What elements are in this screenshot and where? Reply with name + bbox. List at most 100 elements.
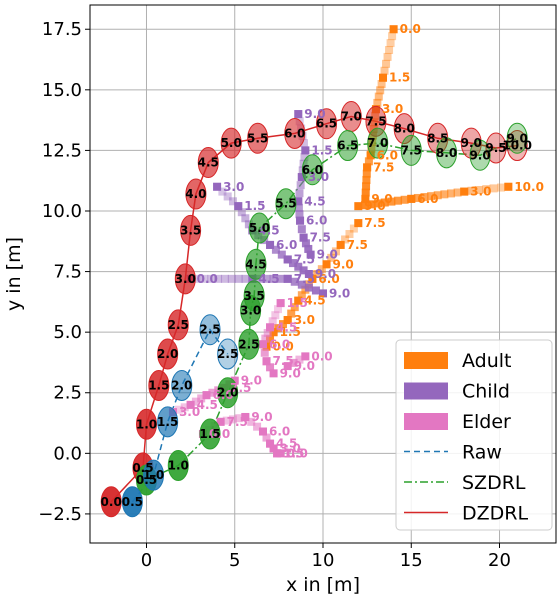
human-path-marker [297, 291, 306, 300]
human-path-marker [295, 189, 304, 198]
robot-time-label: 0.5 [122, 495, 143, 509]
human-path-marker [299, 139, 308, 148]
human-path-marker [364, 157, 373, 166]
robot-time-label: 6.5 [316, 117, 337, 131]
human-path-marker [277, 250, 286, 259]
human-position-marker [389, 25, 398, 34]
human-position-marker [262, 357, 271, 366]
robot-footprint [247, 122, 269, 154]
human-path-marker [304, 283, 313, 292]
robot-time-label: 1.5 [148, 378, 169, 392]
human-time-label: 7.5 [294, 252, 315, 266]
human-position-marker [294, 197, 303, 206]
human-path-marker [345, 230, 354, 239]
robot-footprint [238, 328, 260, 360]
trajectory-marks [100, 25, 528, 518]
human-path-marker [496, 183, 505, 192]
human-path-marker [228, 415, 237, 424]
human-position-marker [234, 202, 243, 211]
human-position-marker [283, 316, 292, 325]
human-position-marker [241, 412, 250, 421]
human-path-marker [362, 175, 371, 184]
human-path-marker [261, 334, 270, 343]
robot-time-label: 10.0 [502, 139, 532, 153]
robot-time-label: 2.0 [217, 386, 238, 400]
robot-time-label: 1.0 [136, 417, 157, 431]
human-time-label: 7.5 [227, 415, 248, 429]
robot-footprint [436, 137, 458, 169]
robot-time-label: 2.5 [217, 347, 238, 361]
human-path-marker [234, 274, 243, 283]
human-time-label: 7.5 [273, 354, 294, 368]
y-tick-label: −2.5 [38, 504, 82, 525]
human-position-marker [213, 182, 222, 191]
human-time-label: 3.0 [308, 170, 329, 184]
y-tick-label: 17.5 [42, 19, 82, 40]
robot-time-label: 1.0 [168, 458, 189, 472]
human-path-marker [301, 239, 310, 248]
human-time-label: 9.0 [304, 107, 325, 121]
human-path-marker [413, 193, 422, 202]
human-path-marker [361, 188, 370, 197]
human-position-marker [258, 427, 267, 436]
human-path-marker [288, 259, 297, 268]
human-position-marker [294, 296, 303, 305]
human-path-marker [273, 305, 282, 314]
human-time-label: 10.0 [514, 180, 544, 194]
robot-footprint [217, 377, 239, 409]
y-tick-label: 12.5 [42, 140, 82, 161]
robot-footprint [143, 459, 165, 491]
human-path-marker [376, 86, 385, 95]
human-path-marker [227, 274, 236, 283]
human-position-marker [306, 250, 315, 259]
human-path-marker [377, 80, 386, 89]
robot-time-label: 2.5 [238, 337, 259, 351]
human-path-marker [489, 184, 498, 193]
human-path-marker [382, 59, 391, 68]
human-time-label: 4.5 [197, 398, 218, 412]
human-path-marker [241, 214, 250, 223]
human-path-marker [374, 199, 383, 208]
human-path-marker [362, 182, 371, 191]
human-position-marker [283, 362, 292, 371]
human-path-marker [383, 52, 392, 61]
robot-time-label: 8.5 [427, 131, 448, 145]
human-path-marker [268, 317, 277, 326]
human-position-marker [319, 289, 327, 298]
human-position-marker [379, 73, 388, 82]
robot-footprint [157, 338, 179, 370]
robot-footprint [121, 486, 143, 518]
human-path-marker [278, 320, 287, 329]
human-path-marker [193, 274, 202, 283]
human-position-marker [366, 151, 375, 160]
robot-time-label: 7.5 [401, 143, 422, 157]
human-time-label: 7.5 [347, 238, 368, 252]
human-path-marker [299, 266, 308, 275]
human-position-marker [297, 173, 306, 182]
x-tick-label: 10 [312, 550, 335, 571]
human-path-marker [266, 363, 275, 372]
robot-time-label: 7.0 [341, 109, 362, 123]
robot-time-label: 1.0 [143, 468, 164, 482]
legend-swatch [404, 382, 448, 400]
human-position-marker [283, 274, 292, 283]
robot-footprint [167, 309, 189, 341]
human-path-marker [290, 303, 299, 312]
y-tick-label: 0.0 [53, 443, 82, 464]
robot-time-label: 2.0 [171, 378, 192, 392]
robot-time-label: 1.5 [157, 415, 178, 429]
human-time-label: 6.0 [269, 425, 290, 439]
human-path-marker [380, 198, 389, 207]
legend: Adult Child Elder Raw SZDRL DZDRL [395, 339, 553, 531]
human-position-marker [269, 444, 278, 453]
human-path-marker [208, 388, 217, 397]
human-path-marker [386, 39, 395, 48]
human-position-marker [301, 146, 310, 155]
human-position-marker [299, 233, 308, 242]
human-path-marker [374, 92, 383, 101]
human-time-label: 4.5 [304, 194, 325, 208]
human-time-label: 3.0 [223, 180, 244, 194]
human-path-marker [420, 193, 429, 202]
human-time-label: 3.0 [470, 185, 491, 199]
